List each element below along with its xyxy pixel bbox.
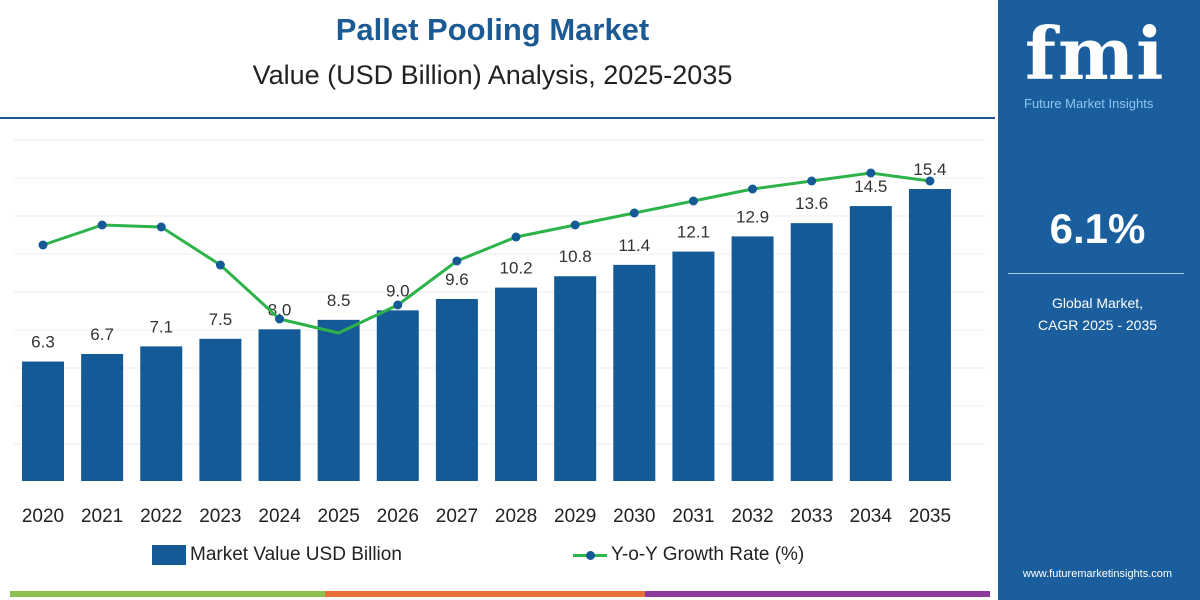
- legend-item-market-value: Market Value USD Billion: [152, 544, 402, 566]
- x-tick-2022: 2022: [140, 506, 182, 527]
- data-label-2032: 12.9: [736, 207, 769, 226]
- data-label-2034: 14.5: [854, 177, 887, 196]
- data-label-2028: 10.2: [499, 259, 532, 278]
- growth-point-2034: [866, 168, 876, 178]
- bar-2035: [908, 189, 951, 482]
- data-label-2025: 8.5: [327, 291, 351, 310]
- x-tick-2025: 2025: [318, 506, 360, 527]
- bar-2023: [199, 338, 242, 481]
- growth-point-2028: [511, 232, 521, 242]
- bar-2029: [554, 276, 597, 481]
- data-label-2030: 11.4: [618, 236, 650, 255]
- data-label-2035: 15.4: [913, 160, 946, 179]
- x-tick-2033: 2033: [791, 506, 833, 527]
- data-label-2023: 7.5: [209, 310, 233, 329]
- x-tick-2023: 2023: [199, 506, 241, 527]
- bar-2026: [376, 310, 419, 481]
- growth-point-2022: [156, 222, 166, 232]
- data-label-2026: 9.0: [386, 281, 410, 300]
- cagr-label-line1: Global Market,: [1051, 295, 1144, 311]
- bar-2032: [731, 236, 774, 481]
- x-tick-2029: 2029: [554, 506, 596, 527]
- fmi-logo: fmi: [1025, 11, 1166, 96]
- bar-2034: [849, 206, 892, 481]
- data-label-2029: 10.8: [559, 247, 592, 266]
- cagr-divider: [1008, 273, 1184, 274]
- stripe-green: [10, 591, 325, 597]
- data-label-2020: 6.3: [31, 333, 55, 352]
- bar-2027: [435, 298, 478, 481]
- x-tick-2020: 2020: [22, 506, 64, 527]
- growth-point-2026: [393, 300, 403, 310]
- growth-point-2033: [807, 176, 817, 186]
- bar-2021: [81, 353, 124, 481]
- data-label-2021: 6.7: [90, 325, 114, 344]
- legend-bar-swatch: [152, 545, 186, 565]
- growth-point-2027: [452, 256, 462, 266]
- x-tick-2026: 2026: [377, 506, 419, 527]
- chart-area: 6.320206.720217.120227.520238.020248.520…: [14, 139, 985, 527]
- growth-point-2032: [748, 184, 758, 194]
- brand-name: Future Market Insights: [1024, 96, 1154, 111]
- x-tick-2024: 2024: [258, 506, 301, 527]
- website-link[interactable]: www.futuremarketinsights.com: [1022, 568, 1173, 580]
- legend-line-swatch: [573, 545, 607, 565]
- cagr-label-line2: CAGR 2025 - 2035: [1037, 317, 1158, 333]
- data-label-2033: 13.6: [795, 194, 828, 213]
- bar-2022: [140, 346, 183, 481]
- data-label-2031: 12.1: [677, 223, 710, 242]
- stripe-orange: [325, 591, 645, 597]
- legend-label: Market Value USD Billion: [190, 544, 402, 565]
- data-label-2022: 7.1: [149, 317, 173, 336]
- growth-point-2031: [688, 196, 698, 206]
- x-tick-2031: 2031: [672, 506, 714, 527]
- bar-2025: [317, 319, 360, 481]
- growth-point-2023: [215, 260, 225, 270]
- x-tick-2035: 2035: [909, 506, 951, 527]
- title-divider: [0, 117, 995, 119]
- bar-2024: [258, 329, 301, 481]
- bar-2028: [495, 287, 538, 481]
- stripe-purple: [645, 591, 990, 597]
- chart-subtitle: Value (USD Billion) Analysis, 2025-2035: [252, 60, 733, 90]
- x-tick-2032: 2032: [731, 506, 773, 527]
- growth-point-2021: [97, 220, 107, 230]
- bar-2030: [613, 264, 656, 481]
- growth-point-2029: [570, 220, 580, 230]
- cagr-label: Global Market, CAGR 2025 - 2035: [995, 292, 1200, 336]
- x-tick-2030: 2030: [613, 506, 655, 527]
- growth-point-2024: [275, 314, 285, 324]
- growth-point-2030: [629, 208, 639, 218]
- legend-label: Y-o-Y Growth Rate (%): [611, 544, 805, 565]
- x-tick-2021: 2021: [81, 506, 123, 527]
- bar-2033: [790, 223, 833, 482]
- x-tick-2028: 2028: [495, 506, 537, 527]
- x-tick-2027: 2027: [436, 506, 478, 527]
- x-tick-2034: 2034: [850, 506, 893, 527]
- data-label-2027: 9.6: [445, 270, 469, 289]
- cagr-value: 6.1%: [1049, 205, 1146, 252]
- legend-item-growth: Y-o-Y Growth Rate (%): [573, 544, 804, 566]
- growth-line: [42, 171, 931, 335]
- growth-point-2020: [38, 240, 48, 250]
- bar-2020: [22, 361, 64, 481]
- brand-panel: [995, 0, 1200, 600]
- chart-title: Pallet Pooling Market: [335, 12, 650, 47]
- growth-point-2035: [925, 176, 935, 186]
- bar-2031: [672, 251, 715, 481]
